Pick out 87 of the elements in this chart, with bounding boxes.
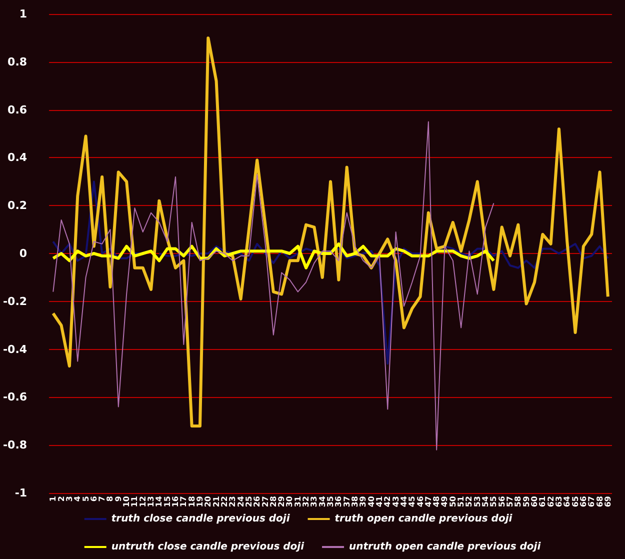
- y-tick-label: -0.6: [2, 390, 28, 404]
- x-tick-label: 21: [212, 496, 221, 508]
- x-tick-label: 41: [374, 496, 384, 508]
- x-tick-label: 22: [220, 496, 229, 508]
- x-tick-label: 5: [81, 496, 90, 502]
- x-tick-label: 42: [383, 496, 392, 508]
- x-tick-label: 7: [98, 496, 107, 502]
- x-tick-label: 4: [73, 496, 82, 502]
- x-tick-label: 3: [64, 496, 74, 502]
- x-tick-label: 53: [472, 496, 482, 508]
- x-tick-label: 62: [546, 496, 556, 508]
- y-tick-label: 0.4: [8, 151, 28, 164]
- x-tick-label: 6: [89, 496, 98, 502]
- x-tick-label: 23: [228, 496, 238, 508]
- x-tick-label: 24: [236, 496, 246, 508]
- x-tick-label: 68: [595, 496, 604, 508]
- x-tick-label: 58: [514, 496, 523, 508]
- x-tick-label: 27: [260, 496, 270, 508]
- y-tick-label: 0.8: [8, 55, 28, 68]
- x-tick-label: 34: [318, 496, 327, 508]
- x-tick-label: 14: [154, 496, 164, 508]
- x-tick-label: 66: [578, 496, 588, 508]
- x-tick-label: 31: [293, 496, 302, 508]
- x-tick-label: 49: [440, 496, 450, 508]
- x-tick-label: 30: [285, 496, 294, 508]
- x-tick-label: 67: [587, 496, 596, 508]
- y-tick-label: -1: [14, 486, 28, 500]
- x-tick-label: 12: [138, 496, 148, 508]
- legend-label: untruth close candle previous doji: [111, 542, 305, 552]
- x-tick-label: 17: [179, 496, 188, 508]
- x-tick-label: 16: [171, 496, 180, 508]
- line-series: [52, 242, 496, 270]
- x-tick-label: 36: [334, 496, 344, 508]
- x-tick-label: 35: [326, 496, 336, 508]
- x-tick-label: 51: [456, 496, 466, 508]
- x-tick-label: 65: [570, 496, 580, 508]
- x-tick-label: 20: [204, 496, 213, 508]
- y-tick-label: -0.2: [2, 294, 28, 308]
- x-tick-label: 56: [497, 496, 506, 508]
- x-tick-label: 33: [310, 496, 319, 508]
- x-tick-label: 26: [252, 496, 262, 508]
- x-tick-label: 55: [489, 496, 498, 508]
- x-tick-label: 50: [448, 496, 458, 508]
- legend-label: truth open candle previous doji: [334, 514, 513, 524]
- x-tick-label: 28: [268, 496, 278, 508]
- x-tick-label: 38: [350, 496, 360, 508]
- x-tick-label: 19: [195, 496, 204, 508]
- line-series: [52, 121, 494, 450]
- y-tick-label: -0.4: [2, 342, 28, 356]
- x-tick-label: 61: [538, 496, 548, 508]
- x-tick-label: 45: [408, 496, 417, 508]
- x-tick-label: 63: [554, 496, 564, 508]
- x-tick-label: 11: [130, 496, 140, 508]
- y-tick-label: 0.2: [8, 199, 28, 212]
- x-tick-label: 39: [358, 496, 368, 508]
- y-tick-label: -0.8: [2, 438, 28, 452]
- x-tick-label: 1: [48, 496, 58, 502]
- x-tick-label: 18: [187, 496, 196, 508]
- x-tick-label: 40: [366, 496, 376, 508]
- x-tick-label: 47: [424, 496, 433, 508]
- x-tick-label: 69: [603, 496, 612, 508]
- y-tick-label: 0.6: [8, 103, 28, 116]
- legend-label: untruth open candle previous doji: [349, 542, 542, 552]
- x-tick-label: 15: [162, 496, 172, 508]
- x-tick-label: 25: [244, 496, 254, 508]
- x-tick-label: 46: [416, 496, 425, 508]
- x-tick-label: 2: [56, 496, 66, 502]
- x-tick-label: 48: [432, 496, 442, 508]
- x-tick-label: 44: [399, 496, 408, 508]
- x-tick-label: 9: [114, 496, 123, 502]
- x-tick-label: 64: [562, 496, 572, 508]
- x-tick-label: 60: [530, 496, 539, 508]
- x-tick-label: 52: [464, 496, 474, 508]
- x-tick-label: 54: [481, 496, 490, 508]
- x-tick-label: 8: [106, 496, 115, 502]
- x-tick-label: 13: [146, 496, 156, 508]
- y-tick-label: 0: [19, 247, 28, 260]
- x-tick-label: 43: [391, 496, 400, 508]
- x-tick-label: 10: [122, 496, 132, 508]
- y-tick-label: 1: [19, 8, 28, 20]
- line-series: [52, 36, 610, 428]
- x-tick-label: 37: [342, 496, 352, 508]
- x-tick-label: 59: [522, 496, 531, 508]
- legend-label: truth close candle previous doji: [111, 514, 290, 524]
- x-tick-label: 57: [506, 496, 515, 508]
- x-tick-label: 29: [277, 496, 286, 508]
- x-tick-label: 32: [302, 496, 311, 508]
